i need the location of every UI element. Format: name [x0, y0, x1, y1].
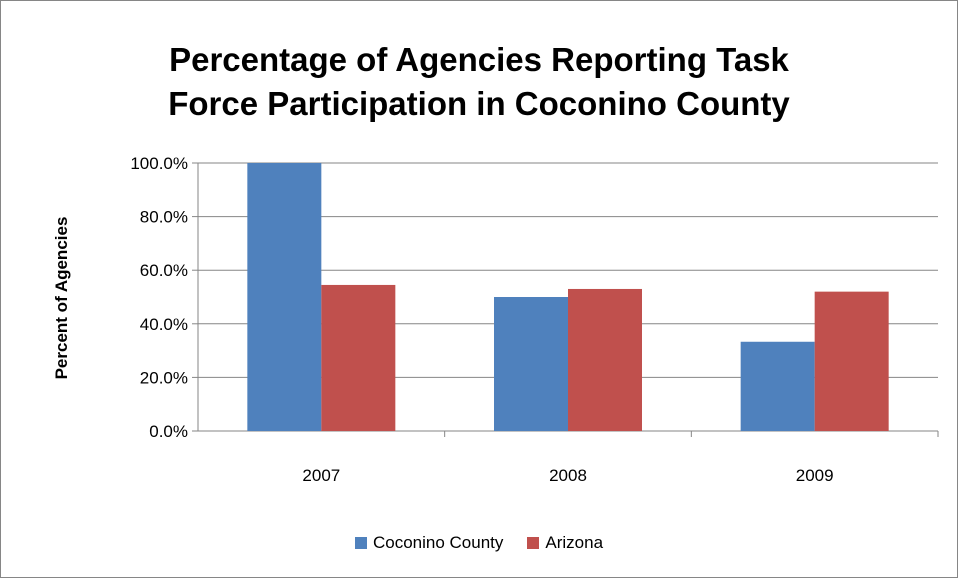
- y-tick-label: 20.0%: [140, 368, 188, 387]
- legend: Coconino County Arizona: [0, 533, 958, 553]
- x-tick-label: 2009: [796, 466, 834, 485]
- bar-2-2007: [321, 284, 396, 431]
- legend-item-series-2: Arizona: [527, 533, 603, 553]
- x-tick-label: 2007: [302, 466, 340, 485]
- bar-1-2007: [247, 163, 322, 431]
- y-tick-label: 40.0%: [140, 315, 188, 334]
- bar-1-2008: [494, 297, 568, 431]
- y-tick-label: 60.0%: [140, 261, 188, 280]
- y-tick-label: 0.0%: [149, 422, 188, 441]
- y-tick-label: 80.0%: [140, 208, 188, 227]
- x-tick-label: 2008: [549, 466, 587, 485]
- bar-1-2009: [740, 341, 815, 431]
- bar-2-2008: [568, 288, 642, 431]
- chart-title: Percentage of Agencies Reporting Task Fo…: [168, 41, 790, 122]
- legend-label-series-2: Arizona: [545, 533, 604, 552]
- legend-item-series-1: Coconino County: [354, 533, 504, 553]
- y-tick-label: 100.0%: [130, 154, 188, 173]
- legend-swatch-series-2: [527, 537, 540, 549]
- legend-label-series-1: Coconino County: [372, 533, 504, 552]
- bar-2-2009: [814, 291, 889, 431]
- legend-swatch-series-1: [354, 537, 367, 549]
